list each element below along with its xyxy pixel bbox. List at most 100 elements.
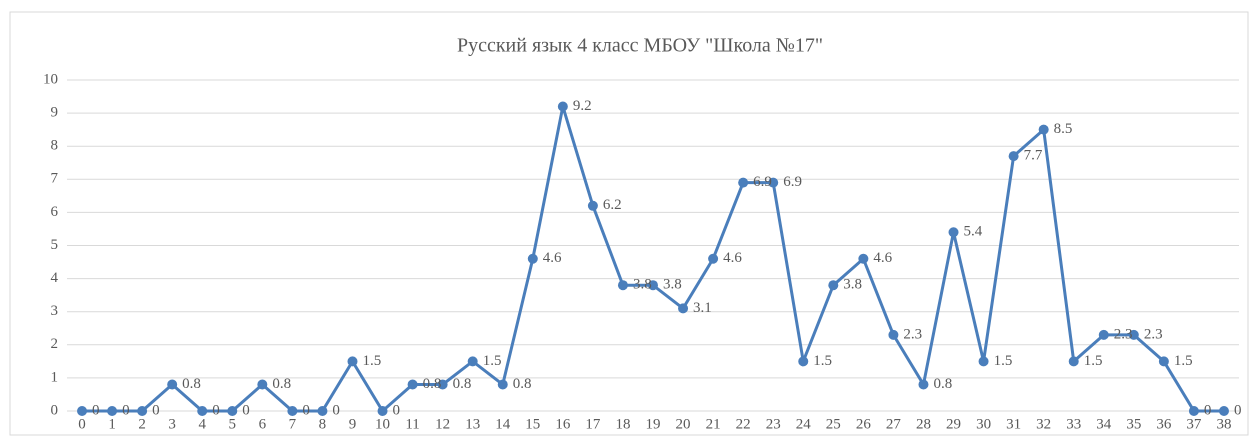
y-tick-label: 3 [51, 303, 59, 319]
data-point [257, 379, 268, 390]
data-point [497, 379, 508, 390]
data-label: 6.9 [783, 174, 802, 190]
data-point [648, 280, 658, 291]
x-tick-label: 32 [1036, 416, 1051, 432]
x-tick-label: 3 [168, 416, 176, 432]
data-point [828, 280, 839, 291]
x-tick-label: 12 [435, 416, 450, 432]
x-tick-label: 11 [405, 416, 419, 432]
data-label: 0 [1204, 402, 1212, 418]
data-point [1068, 356, 1079, 367]
data-label: 0.8 [182, 376, 201, 392]
data-label: 4.6 [723, 250, 742, 266]
data-label: 1.5 [994, 353, 1013, 369]
y-tick-label: 5 [51, 237, 59, 253]
data-point [798, 356, 809, 367]
data-label: 0 [302, 402, 310, 418]
x-tick-label: 9 [349, 416, 357, 432]
data-label: 3.8 [843, 277, 862, 293]
data-point [678, 303, 689, 314]
data-label: 8.5 [1054, 121, 1073, 137]
data-label: 0 [242, 402, 250, 418]
data-point [768, 177, 779, 188]
data-point [197, 406, 208, 416]
chart-title: Русский язык 4 класс МБОУ "Школа №17" [457, 35, 823, 57]
x-tick-label: 23 [766, 416, 781, 432]
x-tick-label: 21 [706, 416, 721, 432]
y-tick-label: 10 [43, 71, 58, 87]
y-tick-label: 4 [51, 270, 59, 286]
data-label: 0.8 [453, 376, 472, 392]
x-tick-label: 20 [676, 416, 691, 432]
data-label: 5.4 [964, 224, 983, 240]
data-point [617, 280, 628, 291]
x-tick-label: 29 [946, 416, 961, 432]
y-tick-label: 0 [51, 402, 59, 418]
data-point [227, 406, 238, 416]
x-tick-label: 8 [319, 416, 327, 432]
data-label: 7.7 [1024, 148, 1043, 164]
data-point [1128, 329, 1139, 340]
data-label: 6.9 [753, 174, 772, 190]
x-tick-label: 14 [495, 416, 511, 432]
y-tick-label: 9 [51, 105, 59, 121]
x-tick-label: 35 [1126, 416, 1141, 432]
data-label: 2.3 [1114, 326, 1133, 342]
data-point [467, 356, 478, 367]
y-tick-label: 6 [51, 204, 59, 220]
data-point [137, 406, 148, 416]
y-tick-label: 2 [51, 336, 59, 352]
x-tick-label: 15 [525, 416, 540, 432]
x-tick-label: 30 [976, 416, 991, 432]
data-label: 2.3 [903, 326, 922, 342]
x-tick-label: 17 [585, 416, 601, 432]
data-point [107, 406, 118, 416]
x-tick-label: 34 [1096, 416, 1112, 432]
x-tick-label: 28 [916, 416, 931, 432]
data-point [407, 379, 418, 390]
data-label: 0 [1234, 402, 1242, 418]
data-label: 0 [212, 402, 220, 418]
data-point [888, 329, 899, 340]
data-point [1218, 406, 1229, 416]
data-label: 3.8 [663, 277, 682, 293]
x-tick-label: 13 [465, 416, 480, 432]
data-label: 0 [92, 402, 100, 418]
data-label: 0 [393, 402, 401, 418]
x-tick-label: 38 [1216, 416, 1231, 432]
data-point [1158, 356, 1169, 367]
data-label: 0.8 [423, 376, 442, 392]
data-label: 1.5 [483, 353, 502, 369]
data-point [77, 406, 88, 416]
data-point [377, 406, 388, 416]
data-label: 0.8 [272, 376, 291, 392]
data-point [978, 356, 989, 367]
x-tick-label: 31 [1006, 416, 1021, 432]
x-tick-label: 25 [826, 416, 841, 432]
data-label: 0.8 [933, 376, 952, 392]
chart-border [9, 11, 1249, 436]
x-tick-label: 24 [796, 416, 812, 432]
x-tick-label: 16 [555, 416, 571, 432]
x-tick-label: 1 [108, 416, 116, 432]
data-point [1188, 406, 1199, 416]
x-tick-label: 7 [289, 416, 297, 432]
data-point [287, 406, 298, 416]
data-point [347, 356, 358, 367]
data-label: 9.2 [573, 98, 592, 114]
x-tick-label: 27 [886, 416, 902, 432]
x-tick-label: 10 [375, 416, 390, 432]
x-tick-label: 2 [138, 416, 146, 432]
x-tick-label: 4 [198, 416, 206, 432]
x-tick-label: 0 [78, 416, 86, 432]
data-point [1038, 124, 1049, 135]
x-tick-label: 33 [1066, 416, 1081, 432]
data-label: 1.5 [813, 353, 832, 369]
x-tick-label: 37 [1186, 416, 1202, 432]
data-point [437, 379, 448, 390]
x-tick-label: 5 [229, 416, 237, 432]
data-label: 0 [332, 402, 340, 418]
data-label: 6.2 [603, 197, 622, 213]
y-tick-label: 8 [51, 138, 59, 154]
data-point [948, 227, 959, 238]
